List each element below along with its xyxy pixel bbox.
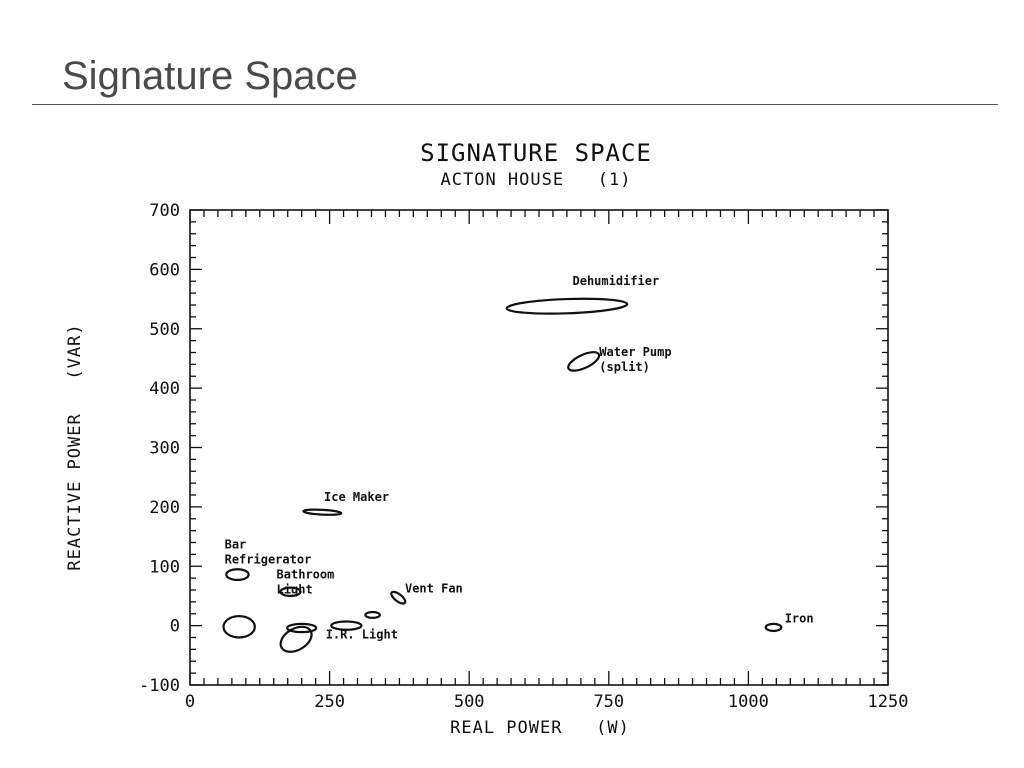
- appliance-label-line: Ice Maker: [324, 490, 389, 504]
- slide-title: Signature Space: [62, 54, 358, 98]
- y-tick-label: 500: [149, 320, 180, 340]
- x-tick-label: 0: [185, 692, 195, 712]
- appliance-label-line: I.R. Light: [326, 628, 398, 642]
- appliance-label: Iron: [785, 612, 814, 626]
- signature-ellipse: [330, 620, 363, 631]
- x-tick-label: 250: [314, 692, 345, 712]
- appliance-label-line: Bar: [225, 537, 247, 551]
- appliance-label: Ice Maker: [324, 490, 389, 504]
- y-tick-label: 300: [149, 439, 180, 459]
- y-tick-label: 0: [170, 617, 180, 637]
- signature-ellipse: [222, 615, 256, 639]
- signature-ellipse: [505, 297, 629, 315]
- annotations: Dehumidifier Water Pump (split) Ice Maker Ba…: [225, 274, 814, 642]
- chart-subtitle: ACTON HOUSE (1): [441, 170, 632, 190]
- chart-title: SIGNATURE SPACE: [420, 139, 652, 167]
- y-tick-label: -100: [139, 676, 180, 696]
- signature-ellipse: [567, 351, 601, 372]
- y-axis-label: REACTIVE POWER (VAR): [65, 323, 85, 570]
- y-tick-label: 100: [149, 557, 180, 577]
- tick-labels: 0 250 500 750 1000 1250-100010020030040050060…: [139, 201, 908, 712]
- y-tick-label: 200: [149, 498, 180, 518]
- appliance-label-line: Dehumidifier: [573, 274, 660, 288]
- signature-ellipse: [764, 622, 783, 633]
- plot-frame: [189, 209, 889, 686]
- y-tick-label: 700: [149, 201, 180, 221]
- appliance-label: I.R. Light: [326, 628, 398, 642]
- signature-ellipse: [364, 610, 381, 620]
- signature-ellipse: [286, 622, 318, 634]
- x-tick-label: 1000: [728, 692, 769, 712]
- appliance-label-line: (split): [599, 360, 650, 374]
- signature-ellipse: [279, 586, 302, 598]
- y-tick-label: 400: [149, 379, 180, 399]
- y-tick-label: 600: [149, 260, 180, 280]
- appliance-label: Bar Refrigerator: [225, 537, 312, 566]
- x-tick-label: 750: [593, 692, 624, 712]
- signature-ellipse: [279, 625, 313, 653]
- x-tick-label: 500: [454, 692, 485, 712]
- x-axis-label: REAL POWER (W): [450, 718, 630, 738]
- axis-ticks: [189, 209, 889, 686]
- appliance-label: Dehumidifier: [573, 274, 660, 288]
- appliance-label-line: Bathroom: [277, 568, 335, 582]
- signature-ellipse: [390, 590, 407, 605]
- signature-ellipse: [302, 508, 343, 516]
- appliance-label-line: Water Pump: [599, 345, 671, 359]
- appliance-label: Water Pump (split): [599, 345, 671, 374]
- appliance-label: Bathroom Light: [277, 568, 335, 597]
- data-marks: [222, 297, 783, 653]
- signature-ellipse: [225, 568, 250, 582]
- appliance-label-line: Refrigerator: [225, 552, 312, 566]
- title-divider: [32, 104, 998, 105]
- appliance-label-line: Iron: [785, 612, 814, 626]
- appliance-label-line: Light: [277, 583, 313, 597]
- x-tick-label: 1250: [868, 692, 909, 712]
- appliance-label: Vent Fan: [405, 581, 463, 595]
- appliance-label-line: Vent Fan: [405, 581, 463, 595]
